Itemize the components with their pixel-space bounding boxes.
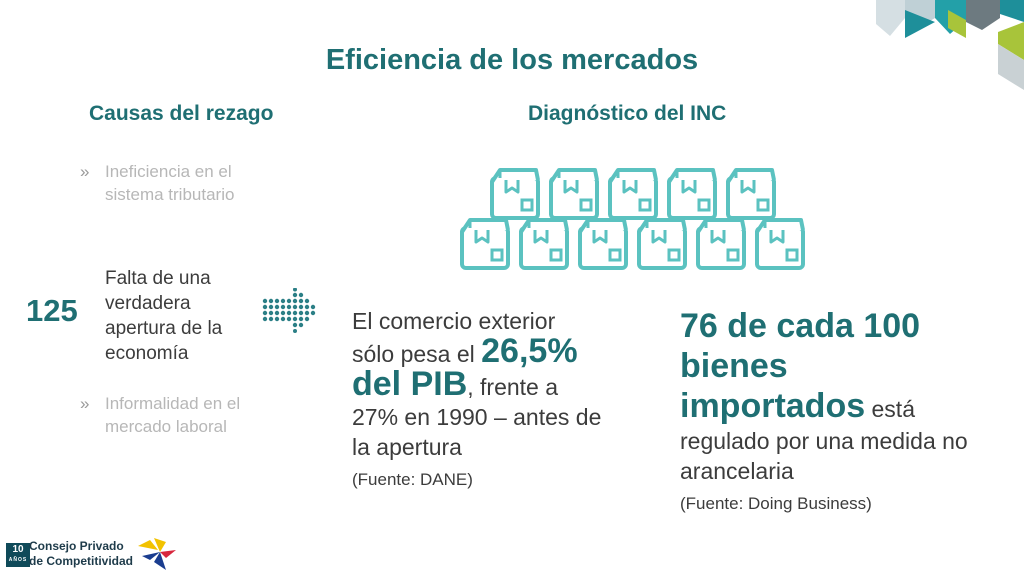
imports-stat-source: (Fuente: Doing Business) (680, 494, 872, 513)
trade-stat-highlight: 26,5% del PIB (352, 332, 578, 403)
org-name: Consejo Privado de Competitividad (29, 539, 133, 569)
imports-stat: 76 de cada 100 bienes importados está re… (680, 306, 980, 519)
right-column-heading: Diagnóstico del INC (528, 102, 727, 125)
star-logo-icon (138, 538, 176, 570)
imports-stat-text: está regulado por una medida no arancela… (680, 396, 968, 484)
bullet-text: Informalidad en el mercado laboral (105, 394, 241, 436)
trade-stat-text-2: , frente a 27% en 1990 – antes de la ape… (352, 374, 602, 460)
bullet-marker: » (80, 162, 90, 181)
trade-stat: El comercio exterior sólo pesa el 26,5% … (352, 306, 602, 495)
highlighted-cause: Falta de una verdadera apertura de la ec… (105, 268, 223, 364)
badge-sub: AÑOS (8, 557, 28, 563)
boxes-icon (460, 168, 805, 270)
page-title: Eficiencia de los mercados (325, 44, 699, 76)
trade-stat-text-1: El comercio exterior sólo pesa el (352, 308, 556, 367)
left-column-heading: Causas del rezago (89, 102, 274, 125)
bullet-text: Ineficiencia en el sistema tributario (105, 162, 235, 204)
bullet-item: » Ineficiencia en el sistema tributario (80, 160, 250, 206)
imports-stat-highlight: 76 de cada 100 bienes importados (680, 307, 921, 425)
dotted-arrow-icon (262, 288, 316, 333)
badge-number: 10 (12, 544, 24, 555)
org-name-line1: Consejo Privado (29, 539, 124, 553)
rank-number: 125 (26, 293, 78, 328)
bullet-item: » Informalidad en el mercado laboral (80, 392, 250, 438)
trade-stat-source: (Fuente: DANE) (352, 470, 473, 489)
org-name-line2: de Competitividad (29, 554, 134, 568)
anniversary-badge: 10 AÑOS (6, 543, 30, 567)
bullet-marker: » (80, 394, 90, 413)
